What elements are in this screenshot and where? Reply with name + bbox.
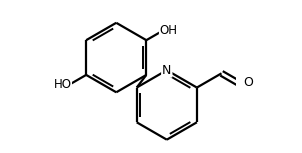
- Text: HO: HO: [53, 78, 72, 91]
- Text: O: O: [243, 76, 253, 89]
- Text: OH: OH: [159, 24, 178, 37]
- Text: N: N: [162, 64, 172, 77]
